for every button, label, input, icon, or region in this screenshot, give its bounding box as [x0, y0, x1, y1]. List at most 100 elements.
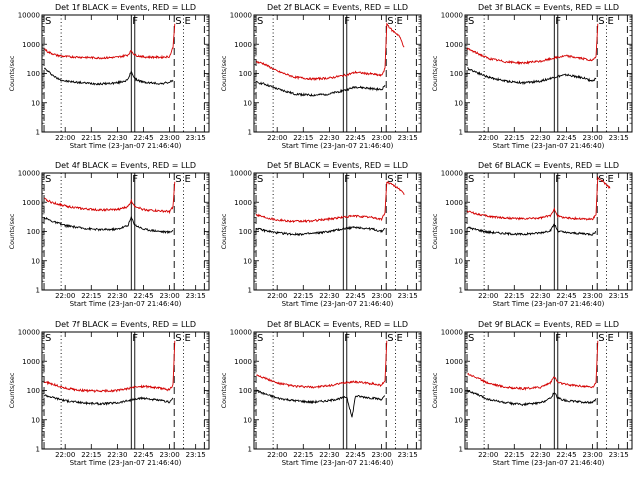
x-tick-label: 23:00: [371, 134, 391, 142]
x-axis-label: Start Time (23-Jan-07 21:46:40): [70, 459, 182, 467]
marker-label: S: [257, 333, 263, 344]
x-tick-label: 22:00: [267, 292, 287, 300]
lld-series-line: [467, 340, 599, 391]
events-series-line: [255, 225, 386, 237]
plot-frame: [253, 14, 422, 133]
y-tick-label: 1000: [234, 41, 252, 49]
marker-label: S: [175, 16, 181, 27]
detector-plot-8: Det 8f BLACK = Events, RED = LLD 1 10 100 10…: [220, 320, 422, 467]
lld-series-line: [466, 175, 611, 221]
x-tick-label: 22:15: [504, 134, 524, 142]
y-axis-label: Counts/sec: [220, 372, 228, 408]
x-tick-label: 22:30: [530, 134, 550, 142]
x-tick-label: 23:15: [398, 134, 418, 142]
y-tick-label: 100: [450, 387, 463, 395]
events-series-line: [43, 215, 174, 235]
y-axis-label: Counts/sec: [220, 213, 228, 249]
y-tick-label: 10000: [18, 170, 40, 178]
y-tick-label: 10000: [230, 170, 252, 178]
y-axis-label: Counts/sec: [431, 372, 439, 408]
marker-label: E: [607, 333, 613, 344]
y-axis-label: Counts/sec: [220, 55, 228, 91]
y-axis-label: Counts/sec: [431, 55, 439, 91]
y-tick-label: 10000: [230, 329, 252, 337]
events-series-line: [256, 80, 386, 97]
y-tick-label: 1: [36, 287, 40, 295]
y-tick-label: 100: [27, 70, 40, 78]
y-tick-label: 1: [459, 446, 463, 454]
x-tick-label: 22:00: [55, 134, 75, 142]
y-tick-label: 1000: [445, 358, 463, 366]
x-tick-label: 22:30: [107, 451, 127, 459]
plot-frame: [41, 14, 210, 133]
y-tick-label: 10: [243, 99, 252, 107]
y-tick-label: 10: [243, 416, 252, 424]
y-tick-label: 1: [36, 129, 40, 137]
x-axis-label: Start Time (23-Jan-07 21:46:40): [493, 300, 605, 308]
x-axis-label: Start Time (23-Jan-07 21:46:40): [70, 142, 182, 150]
marker-label: S: [387, 174, 393, 185]
y-tick-label: 100: [239, 70, 252, 78]
x-tick-label: 22:00: [478, 292, 498, 300]
x-tick-label: 22:00: [478, 134, 498, 142]
x-tick-label: 22:45: [133, 451, 153, 459]
marker-label: S: [257, 16, 263, 27]
marker-label: F: [132, 174, 138, 185]
plot-frame: [253, 172, 422, 291]
x-tick-label: 22:30: [530, 292, 550, 300]
x-tick-label: 23:00: [371, 451, 391, 459]
y-tick-label: 1000: [445, 199, 463, 207]
y-tick-label: 1000: [22, 358, 40, 366]
events-series-line: [466, 222, 597, 237]
x-axis-label: Start Time (23-Jan-07 21:46:40): [493, 142, 605, 150]
marker-label: S: [175, 174, 181, 185]
y-tick-label: 10: [31, 99, 40, 107]
plot-title: Det 2f BLACK = Events, RED = LLD: [267, 3, 408, 12]
marker-label: S: [598, 174, 604, 185]
lld-series-line: [466, 23, 599, 66]
marker-label: S: [257, 174, 263, 185]
events-series-line: [44, 394, 174, 406]
y-tick-label: 10: [454, 416, 463, 424]
events-series-line: [467, 67, 597, 86]
x-tick-label: 23:15: [186, 134, 206, 142]
lld-series-line: [255, 181, 405, 224]
lld-series-line: [43, 340, 176, 394]
detector-plot-1: Det 1f BLACK = Events, RED = LLD 1 10 100 10…: [8, 3, 210, 150]
marker-label: F: [555, 174, 561, 185]
x-tick-label: 22:45: [556, 451, 576, 459]
y-axis-label: Counts/sec: [8, 55, 16, 91]
y-tick-label: 100: [450, 228, 463, 236]
y-tick-label: 1000: [22, 199, 40, 207]
events-series-line: [256, 389, 386, 418]
y-tick-label: 1000: [234, 199, 252, 207]
y-tick-label: 10: [454, 257, 463, 265]
lld-series-line: [256, 340, 388, 389]
detector-plot-6: Det 6f BLACK = Events, RED = LLD 1 10 100 10…: [431, 161, 633, 308]
plot-frame: [464, 14, 633, 133]
x-tick-label: 23:00: [582, 292, 602, 300]
x-axis-label: Start Time (23-Jan-07 21:46:40): [282, 300, 394, 308]
x-tick-label: 22:45: [133, 292, 153, 300]
marker-label: F: [344, 174, 350, 185]
x-tick-label: 22:00: [55, 292, 75, 300]
plot-title: Det 3f BLACK = Events, RED = LLD: [478, 3, 619, 12]
y-tick-label: 1: [459, 287, 463, 295]
y-tick-label: 100: [27, 228, 40, 236]
plot-frame: [41, 172, 210, 291]
x-tick-label: 22:15: [81, 134, 101, 142]
x-tick-label: 22:45: [345, 134, 365, 142]
y-tick-label: 10000: [230, 12, 252, 20]
y-axis-label: Counts/sec: [8, 372, 16, 408]
x-tick-label: 23:15: [398, 292, 418, 300]
marker-label: S: [45, 16, 51, 27]
y-tick-label: 100: [450, 70, 463, 78]
events-series-line: [43, 67, 174, 86]
detector-plot-9: Det 9f BLACK = Events, RED = LLD 1 10 100 10…: [431, 320, 633, 467]
x-tick-label: 23:00: [582, 451, 602, 459]
x-tick-label: 22:30: [107, 134, 127, 142]
marker-label: S: [45, 333, 51, 344]
x-tick-label: 22:15: [293, 292, 313, 300]
y-tick-label: 1000: [234, 358, 252, 366]
x-tick-label: 22:15: [81, 451, 101, 459]
